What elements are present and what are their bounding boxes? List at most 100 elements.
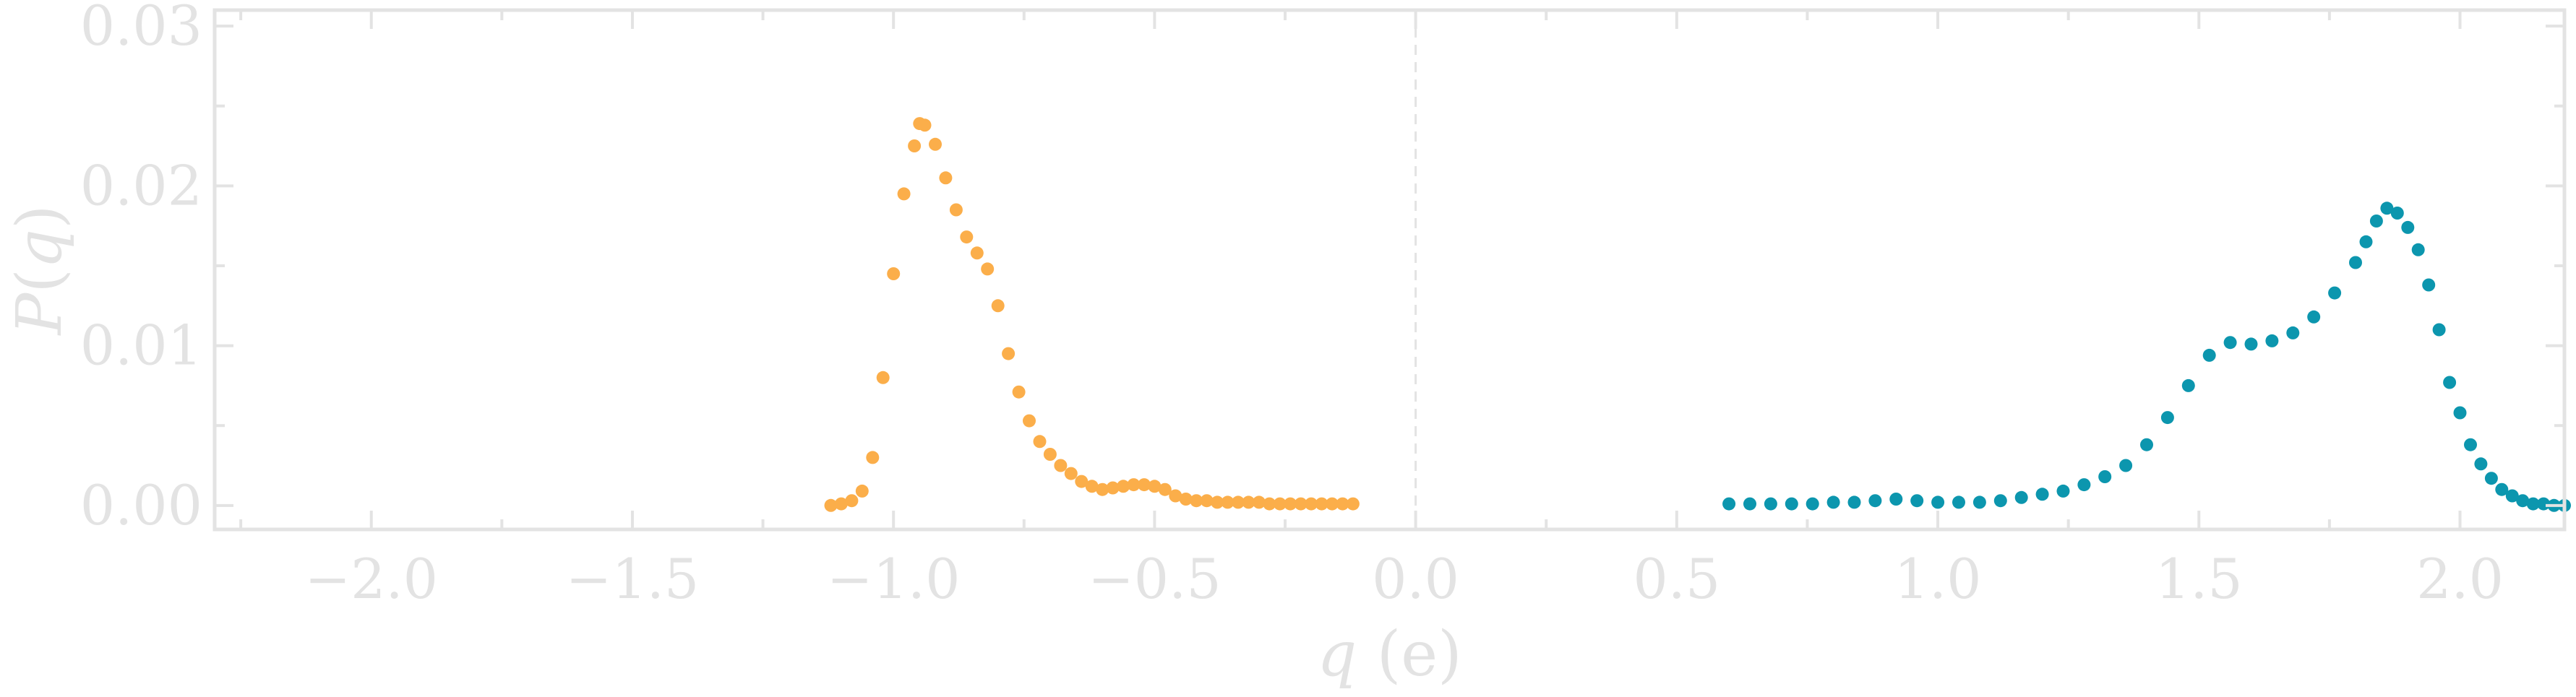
data-point [2181, 378, 2195, 392]
data-point [2495, 482, 2509, 496]
data-point [1315, 497, 1328, 511]
data-point [2359, 235, 2373, 248]
data-point [1284, 497, 1297, 511]
data-point [1075, 475, 1089, 488]
data-point [2056, 484, 2070, 498]
data-point [2119, 459, 2133, 472]
data-point [1148, 480, 1162, 493]
data-point [1910, 494, 1924, 508]
axis-ticks [215, 10, 2564, 529]
data-point [1169, 489, 1182, 503]
data-point [2223, 336, 2237, 350]
data-points [824, 117, 2571, 512]
data-point [1785, 497, 1798, 511]
data-point [929, 137, 942, 151]
data-point [1096, 482, 1109, 496]
data-point [834, 497, 848, 511]
data-point [1064, 467, 1078, 480]
data-point [2464, 438, 2477, 451]
data-point [2286, 326, 2300, 339]
plot-frame [212, 8, 2567, 532]
x-tick-label: −1.0 [827, 547, 961, 611]
data-point [981, 262, 995, 276]
data-point [960, 230, 974, 244]
data-point [1326, 497, 1339, 511]
y-tick-label: 0.01 [80, 313, 202, 378]
data-point [1889, 493, 1903, 506]
data-point [897, 187, 911, 201]
data-point [2453, 406, 2467, 420]
y-tick-label: 0.03 [80, 0, 202, 58]
data-point [2474, 457, 2488, 471]
data-point [876, 371, 890, 384]
data-point [2265, 334, 2279, 347]
data-point [1847, 495, 1861, 509]
data-point [1200, 494, 1214, 508]
data-point [1127, 478, 1141, 492]
y-tick-label: 0.00 [80, 473, 202, 537]
data-point [1190, 494, 1203, 508]
data-point [908, 139, 922, 152]
data-point [1336, 497, 1349, 511]
tick-labels: −2.0 −1.5 −1.0 −0.5 0.0 0.5 1.0 1.5 2.0 0.00 0.01 0… [80, 0, 2504, 611]
x-tick-label: 0.5 [1633, 547, 1720, 611]
y-axis-label: P(q) [4, 204, 76, 336]
data-point [1023, 414, 1036, 428]
series-2 [1722, 202, 2571, 512]
data-point [2035, 488, 2049, 501]
data-point [2140, 438, 2153, 451]
data-point [2443, 376, 2457, 389]
data-point [2401, 220, 2415, 234]
data-point [2160, 411, 2174, 425]
data-point [1952, 495, 1965, 509]
data-point [2422, 278, 2436, 292]
data-point [1232, 495, 1245, 509]
data-point [866, 451, 880, 464]
data-point [1993, 494, 2007, 508]
x-tick-label: 1.0 [1894, 547, 1982, 611]
data-point [1826, 495, 1840, 509]
y-tick-label: 0.02 [80, 153, 202, 217]
data-point [2077, 478, 2091, 492]
data-point [2526, 497, 2540, 511]
data-point [1117, 480, 1130, 493]
data-point [2349, 256, 2362, 269]
data-point [939, 171, 953, 185]
data-point [2411, 243, 2425, 256]
data-point [2516, 494, 2530, 508]
data-point [2307, 310, 2321, 324]
x-axis-label: q (e) [1317, 618, 1461, 690]
data-point [1305, 497, 1318, 511]
data-point [1179, 493, 1193, 506]
data-point [918, 118, 932, 132]
data-point [1221, 495, 1235, 509]
data-point [1106, 481, 1120, 495]
x-tick-label: 2.0 [2416, 547, 2504, 611]
x-tick-label: −2.0 [304, 547, 438, 611]
data-point [1033, 435, 1047, 449]
data-point [1722, 497, 1736, 511]
data-point [1138, 478, 1151, 492]
data-point [1743, 497, 1756, 511]
x-tick-label: 0.0 [1372, 547, 1459, 611]
data-point [2098, 470, 2112, 483]
data-point [1764, 497, 1777, 511]
series-1 [824, 117, 1360, 512]
data-point [991, 299, 1005, 313]
data-point [845, 494, 859, 508]
data-point [2202, 348, 2216, 362]
data-point [1294, 497, 1308, 511]
data-point [2505, 489, 2519, 503]
data-point [1252, 495, 1266, 509]
data-point [1273, 497, 1287, 511]
data-point [855, 484, 869, 498]
data-point [2390, 207, 2404, 220]
data-point [1806, 497, 1819, 511]
data-point [2244, 337, 2258, 351]
data-point [1931, 495, 1945, 509]
x-tick-label: −0.5 [1088, 547, 1222, 611]
data-point [2537, 497, 2551, 511]
data-point [1158, 482, 1172, 496]
data-point [2014, 490, 2028, 504]
data-point [824, 498, 838, 512]
